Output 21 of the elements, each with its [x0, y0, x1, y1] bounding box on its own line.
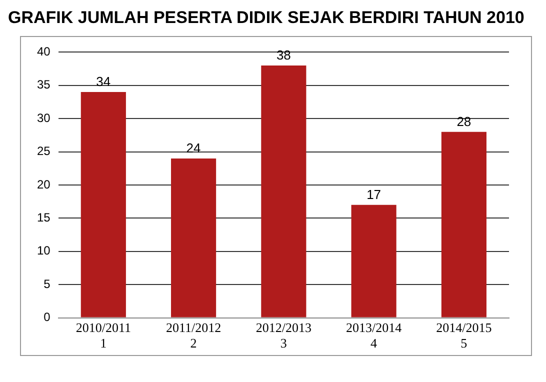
- y-tick-label: 5: [44, 276, 51, 291]
- y-tick-label: 25: [36, 144, 51, 158]
- bar: [351, 204, 396, 318]
- y-tick-label: 0: [44, 310, 51, 324]
- x-tick-label: 2014/2015 5: [436, 320, 492, 351]
- x-tick-label: 2012/2013 3: [256, 320, 312, 351]
- x-tick-label: 2011/2012 2: [166, 320, 222, 351]
- y-tick-label: 30: [36, 110, 51, 125]
- bar: [171, 158, 216, 318]
- y-tick-label: 40: [36, 44, 51, 59]
- data-label: 17: [366, 187, 382, 202]
- y-tick-label: 35: [36, 78, 51, 92]
- y-tick-label: 10: [36, 244, 51, 258]
- bar: [261, 65, 306, 318]
- bar: [80, 92, 126, 318]
- y-tick-label: 15: [36, 210, 51, 225]
- x-tick-label: 2013/2014 4: [346, 320, 402, 351]
- bar: [441, 132, 486, 318]
- y-tick-label: 20: [36, 177, 51, 192]
- x-tick-label: 2010/2011 1: [76, 320, 131, 351]
- chart-title: GRAFIK JUMLAH PESERTA DIDIK SEJAK BERDIRI TAHUN 2010: [8, 8, 526, 28]
